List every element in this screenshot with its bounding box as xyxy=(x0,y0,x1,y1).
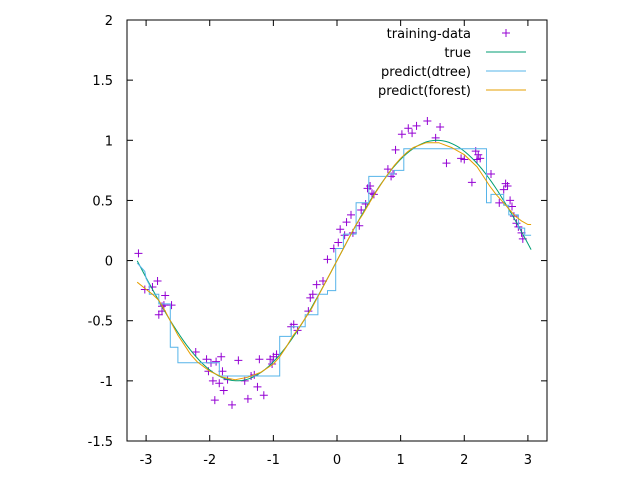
y-tick-label: -1 xyxy=(100,375,113,390)
legend-label: true xyxy=(444,46,471,61)
data-point xyxy=(499,185,508,194)
x-tick-label: 3 xyxy=(524,453,532,468)
data-point xyxy=(212,357,221,366)
data-point xyxy=(347,210,355,219)
data-point xyxy=(460,155,469,164)
data-point xyxy=(457,154,466,163)
data-point xyxy=(487,169,495,178)
data-point xyxy=(167,301,176,310)
legend-marker xyxy=(502,29,510,37)
data-point xyxy=(391,145,400,154)
y-tick-label: 2 xyxy=(105,14,113,29)
data-point xyxy=(153,277,162,286)
data-point xyxy=(467,178,476,187)
x-tick-label: -2 xyxy=(203,453,216,468)
data-point xyxy=(215,379,224,388)
data-point xyxy=(154,310,163,319)
y-tick-label: 0.5 xyxy=(92,194,113,209)
data-point xyxy=(268,360,277,369)
data-point xyxy=(191,347,200,356)
data-point xyxy=(397,130,406,139)
data-point xyxy=(404,124,413,133)
data-point xyxy=(366,181,375,190)
data-point xyxy=(506,196,515,205)
data-point xyxy=(336,225,345,234)
legend: training-data true predict(dtree) predict(f… xyxy=(378,27,526,99)
data-point xyxy=(476,154,485,163)
y-tick-label: 0 xyxy=(105,255,113,270)
data-point xyxy=(312,280,321,289)
x-tick-label: -3 xyxy=(140,453,153,468)
data-point xyxy=(423,117,432,126)
data-point xyxy=(243,394,252,403)
data-point xyxy=(134,249,143,258)
data-point xyxy=(408,129,417,138)
data-point xyxy=(508,202,516,211)
data-point xyxy=(357,206,366,215)
data-point xyxy=(228,400,236,409)
x-tick-label: 2 xyxy=(460,453,468,468)
data-point xyxy=(436,123,445,132)
data-point xyxy=(342,218,351,227)
plot-area xyxy=(134,117,532,409)
data-point xyxy=(442,159,451,168)
series-training-data xyxy=(134,117,527,409)
data-point xyxy=(259,391,268,400)
data-point xyxy=(208,376,217,385)
plot-frame xyxy=(126,19,548,442)
y-tick-label: -0.5 xyxy=(88,315,113,330)
data-point xyxy=(140,285,149,294)
series-true-line xyxy=(136,139,532,382)
data-point xyxy=(340,231,349,240)
data-point xyxy=(355,221,364,230)
data-point xyxy=(202,355,211,364)
data-point xyxy=(412,121,421,130)
y-tick-label: 1 xyxy=(105,134,113,149)
legend-label: predict(dtree) xyxy=(381,65,471,80)
legend-label: training-data xyxy=(387,27,471,42)
data-point xyxy=(495,198,504,207)
data-point xyxy=(217,352,226,361)
data-point xyxy=(255,355,264,364)
data-point xyxy=(161,291,170,300)
data-point xyxy=(474,150,483,159)
series-predict-forest-line xyxy=(136,142,532,381)
y-tick-label: -1.5 xyxy=(88,435,113,450)
data-point xyxy=(253,382,262,391)
x-tick-label: 1 xyxy=(396,453,404,468)
data-point xyxy=(503,181,512,190)
x-tick-label: -1 xyxy=(267,453,280,468)
y-tick-label: 1.5 xyxy=(92,74,113,89)
data-point xyxy=(234,356,243,365)
data-point xyxy=(210,396,219,405)
data-point xyxy=(219,386,228,395)
data-point xyxy=(334,238,343,247)
x-tick-label: 0 xyxy=(333,453,341,468)
data-point xyxy=(383,165,392,174)
axes: -3 -2 -1 0 1 2 3 -1.5 -1 -0.5 0 0.5 1 1.5 2 xyxy=(88,14,548,468)
legend-label: predict(forest) xyxy=(378,84,471,99)
data-point xyxy=(323,255,332,264)
data-point xyxy=(473,155,481,164)
data-point xyxy=(308,290,317,299)
